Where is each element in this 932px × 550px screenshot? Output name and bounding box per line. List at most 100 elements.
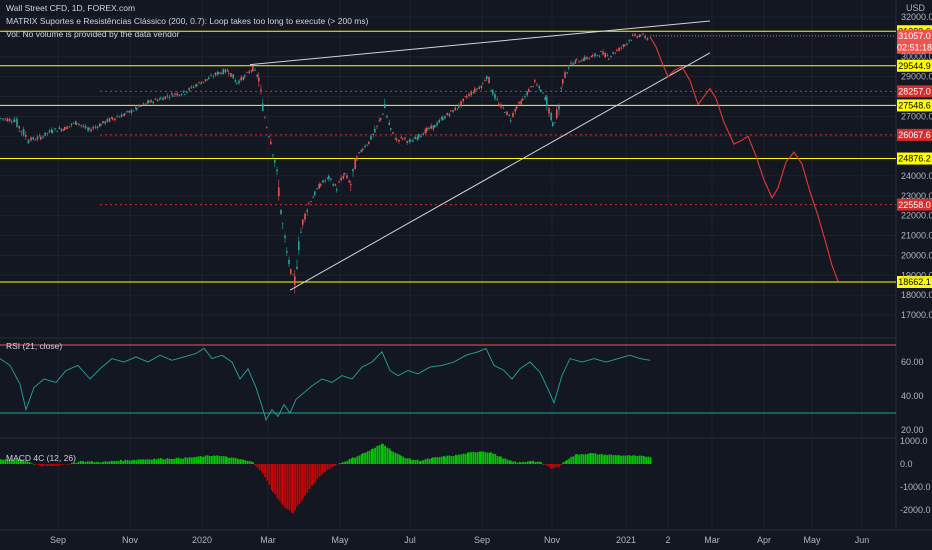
candle-body	[618, 47, 620, 51]
macd-bar	[402, 456, 404, 464]
macd-bar	[542, 463, 544, 465]
candle-body	[204, 79, 207, 82]
time-tick-label: 2	[665, 535, 670, 545]
candle-body	[298, 241, 300, 251]
candle-body	[624, 44, 626, 46]
candle-body	[11, 121, 13, 123]
trendlines[interactable]	[249, 20, 711, 291]
macd-bar	[634, 455, 636, 464]
macd-bar	[622, 455, 625, 464]
macd-bar	[97, 461, 100, 464]
candle-body	[308, 203, 310, 205]
macd-bar	[115, 460, 118, 464]
macd-bar	[226, 457, 228, 464]
candle-body	[358, 152, 360, 154]
candle-body	[320, 184, 322, 186]
candle-body	[496, 99, 498, 101]
candle-body	[72, 122, 75, 124]
candle-body	[538, 86, 540, 89]
candle-body	[506, 111, 508, 116]
candle-body	[414, 136, 416, 140]
macd-bar	[601, 453, 603, 464]
candle-body	[13, 120, 15, 123]
symbol-title[interactable]: Wall Street CFD, 1D, FOREX.com	[6, 3, 135, 13]
rsi-title[interactable]: RSI (21, close)	[6, 341, 62, 351]
time-tick-label: Nov	[122, 535, 139, 545]
candle-body	[544, 97, 546, 100]
candle-body	[460, 101, 462, 106]
macd-bar	[260, 464, 263, 472]
current-price-label: 31057.0	[898, 31, 931, 41]
candle-body	[296, 266, 298, 269]
candle-body	[424, 129, 427, 134]
candle-body	[76, 123, 78, 125]
candle-body	[518, 101, 520, 104]
candle-body	[164, 96, 166, 99]
macd-bar	[432, 457, 434, 464]
time-tick-label: Jul	[404, 535, 416, 545]
macd-bar	[24, 460, 27, 464]
macd-bar	[144, 459, 147, 464]
macd-bar	[246, 460, 249, 464]
macd-title[interactable]: MACD 4C (12, 26)	[6, 453, 76, 463]
candle-body	[570, 62, 572, 64]
macd-bar	[182, 458, 184, 464]
candle-body	[396, 139, 398, 141]
price-tick-label: 22000.0	[901, 211, 932, 221]
candle-body	[70, 123, 73, 126]
macd-bar	[166, 458, 169, 464]
candle-body	[462, 98, 464, 102]
price-tick-label: 30000.0	[901, 52, 932, 62]
candle-body	[336, 189, 338, 191]
candle-body	[564, 72, 566, 78]
candle-body	[118, 116, 121, 118]
candle-body	[404, 137, 406, 139]
macd-bar	[48, 464, 51, 467]
macd-bar	[237, 458, 239, 464]
rsi-tick-label: 40.00	[901, 391, 924, 401]
macd-bar	[272, 464, 274, 493]
macd-bar	[173, 459, 175, 464]
candle-body	[644, 35, 646, 39]
macd-bar	[596, 454, 599, 464]
price-tick-label: 23000.0	[901, 191, 932, 201]
macd-bar	[492, 453, 494, 464]
candle-body	[284, 235, 286, 238]
indicator-title[interactable]: MATRIX Suportes e Resistências Clássico …	[6, 16, 369, 26]
macd-bar	[374, 447, 376, 464]
macd-bar	[294, 464, 296, 511]
macd-bar	[11, 459, 13, 464]
candle-body	[372, 133, 374, 135]
candle-body	[234, 80, 237, 83]
candle-body	[338, 182, 340, 183]
macd-bar	[486, 452, 489, 464]
macd-bar	[436, 457, 439, 464]
macd-bar	[128, 460, 131, 464]
candle-body	[106, 119, 109, 122]
candle-body	[162, 97, 164, 101]
macd-bar	[456, 455, 458, 464]
macd-bar	[140, 459, 142, 464]
candle-body	[598, 55, 601, 57]
candle-body	[286, 251, 288, 253]
candle-body	[310, 201, 312, 202]
macd-bar	[418, 461, 421, 464]
candle-body	[630, 39, 633, 41]
support-label-box	[897, 99, 932, 112]
candle-body	[556, 109, 558, 118]
macd-bar	[424, 459, 427, 464]
macd-bar	[155, 459, 158, 464]
macd-bar	[408, 458, 411, 464]
macd-bar	[636, 455, 639, 464]
macd-bar	[117, 460, 120, 464]
candle-body	[420, 135, 422, 137]
macd-bar	[530, 461, 532, 464]
candle-body	[368, 141, 370, 144]
candle-body	[6, 118, 9, 122]
support-label-box	[897, 275, 932, 288]
dotted-label-box	[897, 198, 932, 211]
macd-bar	[647, 456, 650, 464]
candle-body	[406, 141, 408, 143]
time-tick-label: Apr	[757, 535, 771, 545]
